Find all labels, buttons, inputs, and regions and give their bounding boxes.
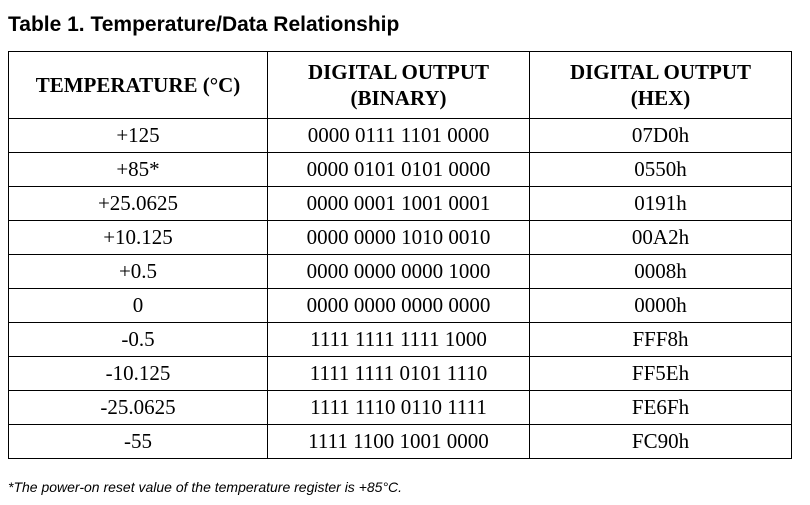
cell-hex: 0008h [529, 254, 792, 289]
temperature-data-table: TEMPERATURE (°C) DIGITAL OUTPUT (BINARY)… [8, 51, 792, 459]
cell-temperature: -25.0625 [8, 390, 268, 425]
header-temperature: TEMPERATURE (°C) [8, 51, 268, 119]
header-binary-line1: DIGITAL OUTPUT [307, 60, 490, 84]
cell-hex: 07D0h [529, 118, 792, 153]
cell-binary: 1111 1100 1001 0000 [267, 424, 530, 459]
table-row: +0.5 0000 0000 0000 1000 0008h [8, 254, 792, 289]
cell-temperature: -55 [8, 424, 268, 459]
cell-binary: 1111 1111 1111 1000 [267, 322, 530, 357]
cell-hex: 00A2h [529, 220, 792, 255]
header-temperature-label: TEMPERATURE (°C) [35, 73, 241, 97]
table-row: +25.0625 0000 0001 1001 0001 0191h [8, 186, 792, 221]
cell-binary: 0000 0101 0101 0000 [267, 152, 530, 187]
cell-temperature: -0.5 [8, 322, 268, 357]
cell-temperature: +10.125 [8, 220, 268, 255]
cell-binary: 0000 0000 0000 1000 [267, 254, 530, 289]
cell-temperature: +25.0625 [8, 186, 268, 221]
cell-binary: 0000 0001 1001 0001 [267, 186, 530, 221]
table-row: -55 1111 1100 1001 0000 FC90h [8, 424, 792, 459]
table-row: 0 0000 0000 0000 0000 0000h [8, 288, 792, 323]
header-hex-line1: DIGITAL OUTPUT [569, 60, 752, 84]
table-footnote: *The power-on reset value of the tempera… [8, 479, 403, 495]
table-header-row: TEMPERATURE (°C) DIGITAL OUTPUT (BINARY)… [8, 51, 792, 119]
cell-hex: 0191h [529, 186, 792, 221]
cell-hex: FC90h [529, 424, 792, 459]
cell-binary: 0000 0000 0000 0000 [267, 288, 530, 323]
cell-binary: 0000 0111 1101 0000 [267, 118, 530, 153]
table-row: +125 0000 0111 1101 0000 07D0h [8, 118, 792, 153]
cell-hex: 0000h [529, 288, 792, 323]
cell-temperature: 0 [8, 288, 268, 323]
table-row: -10.125 1111 1111 0101 1110 FF5Eh [8, 356, 792, 391]
header-digital-output-binary: DIGITAL OUTPUT (BINARY) [267, 51, 530, 119]
cell-hex: 0550h [529, 152, 792, 187]
table-row: +85* 0000 0101 0101 0000 0550h [8, 152, 792, 187]
cell-hex: FF5Eh [529, 356, 792, 391]
table-row: -25.0625 1111 1110 0110 1111 FE6Fh [8, 390, 792, 425]
cell-binary: 1111 1110 0110 1111 [267, 390, 530, 425]
table-title: Table 1. Temperature/Data Relationship [8, 13, 400, 36]
cell-hex: FE6Fh [529, 390, 792, 425]
table-row: -0.5 1111 1111 1111 1000 FFF8h [8, 322, 792, 357]
cell-temperature: -10.125 [8, 356, 268, 391]
header-digital-output-hex: DIGITAL OUTPUT (HEX) [529, 51, 792, 119]
table-row: +10.125 0000 0000 1010 0010 00A2h [8, 220, 792, 255]
cell-temperature: +125 [8, 118, 268, 153]
cell-binary: 0000 0000 1010 0010 [267, 220, 530, 255]
header-hex-line2: (HEX) [630, 86, 691, 110]
cell-binary: 1111 1111 0101 1110 [267, 356, 530, 391]
cell-temperature: +0.5 [8, 254, 268, 289]
header-binary-line2: (BINARY) [350, 86, 447, 110]
cell-hex: FFF8h [529, 322, 792, 357]
cell-temperature: +85* [8, 152, 268, 187]
